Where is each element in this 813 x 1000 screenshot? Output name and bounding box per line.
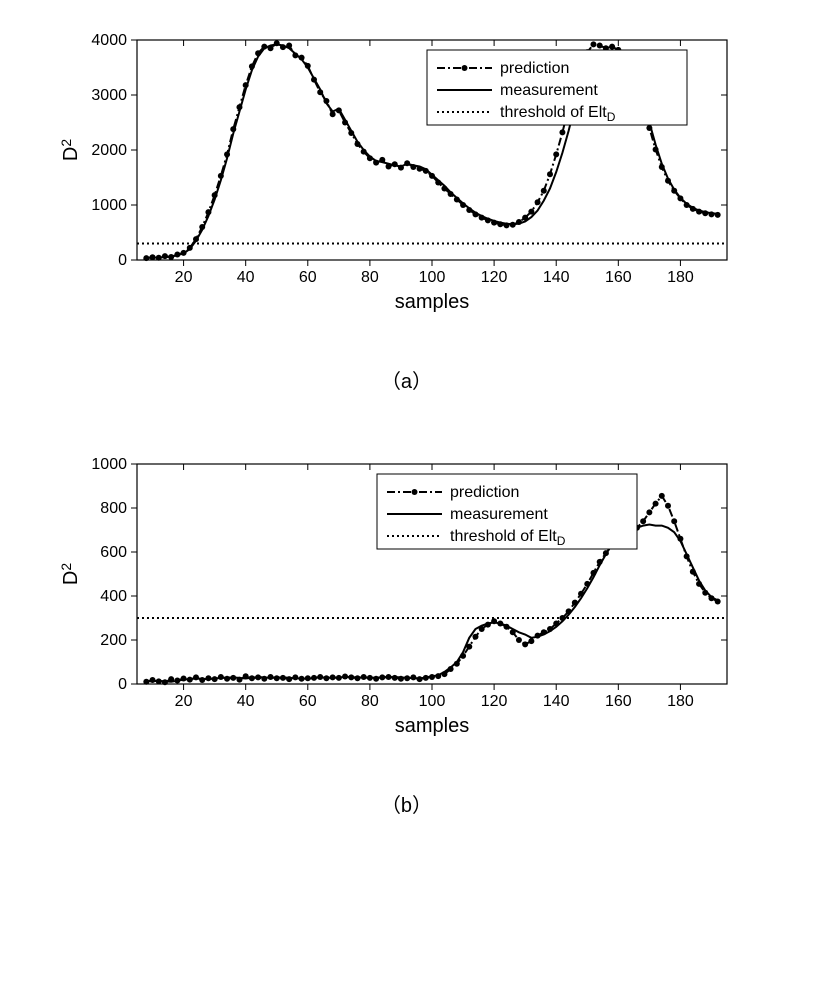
- chart-b: 20 40 60 80 100 120 140 160 180 0 200 400 600 800 1000…: [57, 444, 757, 749]
- svg-text:samples: samples: [394, 291, 468, 313]
- svg-text:180: 180: [667, 693, 694, 710]
- svg-text:600: 600: [100, 544, 127, 561]
- chart-a-wrapper: 20 40 60 80 100 120 140 160 180 0 1000 2000 3000 4000…: [0, 20, 813, 394]
- svg-text:40: 40: [236, 693, 254, 710]
- svg-text:D2: D2: [58, 139, 82, 161]
- chart-a-svg: 20 40 60 80 100 120 140 160 180 0 1000 2000 3000 4000…: [57, 20, 757, 320]
- svg-text:100: 100: [418, 693, 445, 710]
- svg-text:1000: 1000: [91, 197, 127, 214]
- svg-text:1000: 1000: [91, 456, 127, 473]
- chart-b-svg: 20 40 60 80 100 120 140 160 180 0 200 400 600 800 1000…: [57, 444, 757, 744]
- svg-text:60: 60: [298, 693, 316, 710]
- svg-text:140: 140: [542, 269, 569, 286]
- svg-text:40: 40: [236, 269, 254, 286]
- svg-text:160: 160: [604, 269, 631, 286]
- chart-a: 20 40 60 80 100 120 140 160 180 0 1000 2000 3000 4000…: [57, 20, 757, 325]
- chart-b-wrapper: 20 40 60 80 100 120 140 160 180 0 200 400 600 800 1000…: [0, 444, 813, 818]
- svg-text:400: 400: [100, 588, 127, 605]
- svg-text:measurement: measurement: [450, 506, 548, 523]
- figure-container: 2040608010012014016018001000200030004000…: [0, 0, 813, 888]
- svg-text:80: 80: [360, 269, 378, 286]
- svg-text:4000: 4000: [91, 32, 127, 49]
- svg-text:20: 20: [174, 693, 192, 710]
- svg-text:800: 800: [100, 500, 127, 517]
- svg-text:20: 20: [174, 269, 192, 286]
- subplot-label-a: （a）: [381, 365, 432, 394]
- svg-text:measurement: measurement: [500, 82, 598, 99]
- subplot-label-b: （b）: [381, 789, 432, 818]
- svg-text:samples: samples: [394, 715, 468, 737]
- svg-text:2000: 2000: [91, 142, 127, 159]
- svg-text:160: 160: [604, 693, 631, 710]
- svg-text:120: 120: [480, 269, 507, 286]
- svg-text:D2: D2: [58, 563, 82, 585]
- svg-text:60: 60: [298, 269, 316, 286]
- svg-text:0: 0: [118, 252, 127, 269]
- svg-text:200: 200: [100, 632, 127, 649]
- svg-text:prediction: prediction: [500, 60, 569, 77]
- svg-text:3000: 3000: [91, 87, 127, 104]
- svg-text:80: 80: [360, 693, 378, 710]
- svg-text:140: 140: [542, 693, 569, 710]
- svg-text:120: 120: [480, 693, 507, 710]
- svg-text:0: 0: [118, 676, 127, 693]
- svg-text:prediction: prediction: [450, 484, 519, 501]
- svg-text:180: 180: [667, 269, 694, 286]
- svg-text:100: 100: [418, 269, 445, 286]
